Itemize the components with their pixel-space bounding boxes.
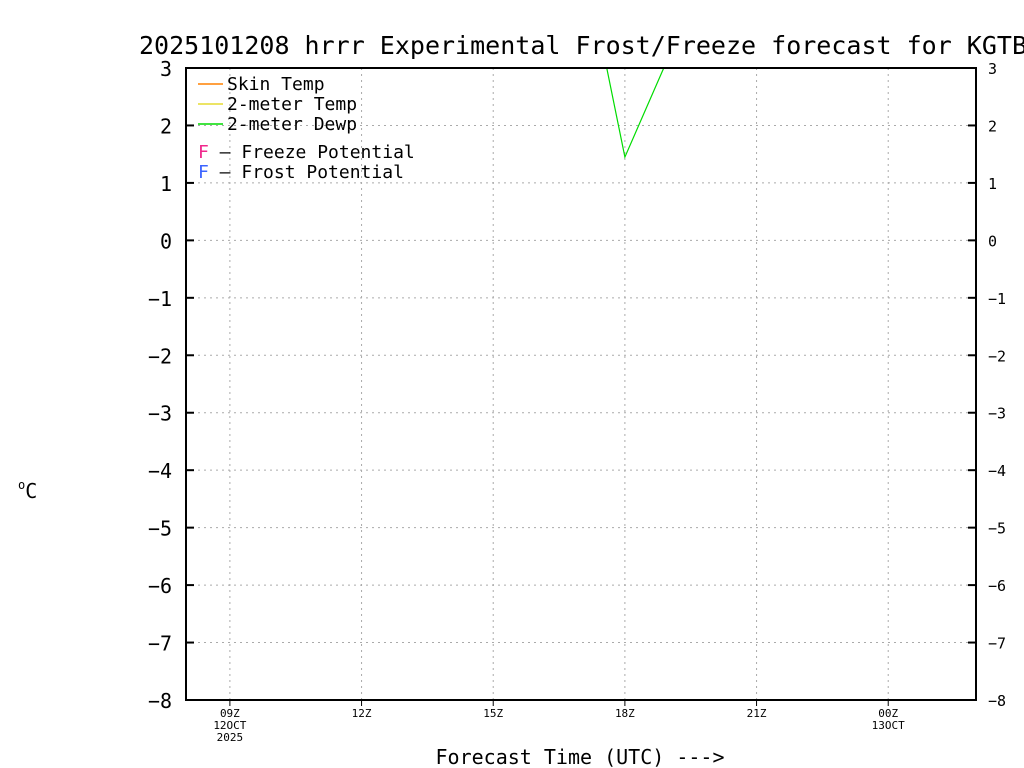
y-tick-label: −5 [148, 517, 172, 541]
x-tick-label: 2025 [217, 731, 244, 744]
chart-title: 2025101208 hrrr Experimental Frost/Freez… [139, 31, 1024, 60]
x-tick-label: 00Z [878, 707, 898, 720]
legend-label: Skin Temp [227, 74, 325, 95]
x-tick-label: 13OCT [872, 719, 905, 732]
y-tick-label: −3 [148, 402, 172, 426]
series-line-2-meter-dewp [606, 68, 665, 160]
plot-frame [185, 67, 977, 701]
y-tick-label: −2 [148, 344, 172, 368]
legend-label: 2-meter Dewp [227, 114, 357, 135]
y-tick-label-right: 1 [988, 175, 997, 193]
x-tick-label: 12Z [352, 707, 372, 720]
potential-label: – Freeze Potential [209, 142, 415, 163]
y-tick-label-right: −3 [988, 405, 1006, 423]
y-tick-label: −4 [148, 459, 172, 483]
y-tick-label: −7 [148, 632, 172, 656]
y-axis-label: oC [18, 478, 37, 503]
legend-potential: F – Freeze Potential [198, 142, 415, 163]
y-tick-label-right: 0 [988, 232, 997, 250]
x-axis-label: Forecast Time (UTC) ---> [436, 745, 725, 768]
y-tick-label-right: −7 [988, 635, 1006, 653]
x-tick-label: 09Z [220, 707, 240, 720]
y-tick-label: 1 [160, 172, 172, 196]
y-tick-label: −6 [148, 574, 172, 598]
x-tick-label: 15Z [483, 707, 503, 720]
x-tick-label: 21Z [747, 707, 767, 720]
y-tick-label-right: −6 [988, 577, 1006, 595]
legend-potential: F – Frost Potential [198, 162, 404, 183]
legend-label: 2-meter Temp [227, 94, 357, 115]
y-tick-label-right: 2 [988, 117, 997, 135]
y-tick-label: 2 [160, 114, 172, 138]
y-tick-label: 3 [160, 57, 172, 81]
series-lines [606, 68, 665, 160]
potential-symbol: F [198, 142, 209, 163]
x-tick-label: 18Z [615, 707, 635, 720]
y-tick-label: 0 [160, 229, 172, 253]
potential-label: – Frost Potential [209, 162, 404, 183]
y-tick-label-right: 3 [988, 60, 997, 78]
y-tick-label-right: −4 [988, 462, 1006, 480]
y-tick-label-right: −5 [988, 520, 1006, 538]
y-tick-label: −8 [148, 689, 172, 713]
y-tick-label: −1 [148, 287, 172, 311]
y-tick-label-right: −1 [988, 290, 1006, 308]
y-tick-label-right: −2 [988, 347, 1006, 365]
y-axis: 3 3 2 2 1 1 0 0 −1 −1 −2 −2 −3 −3 −4 −4 −5 −5 −6 −6 −7 −7 −8 −8 [148, 57, 1006, 713]
x-tick-label: 12OCT [213, 719, 246, 732]
potential-symbol: F [198, 162, 209, 183]
y-tick-label-right: −8 [988, 692, 1006, 710]
